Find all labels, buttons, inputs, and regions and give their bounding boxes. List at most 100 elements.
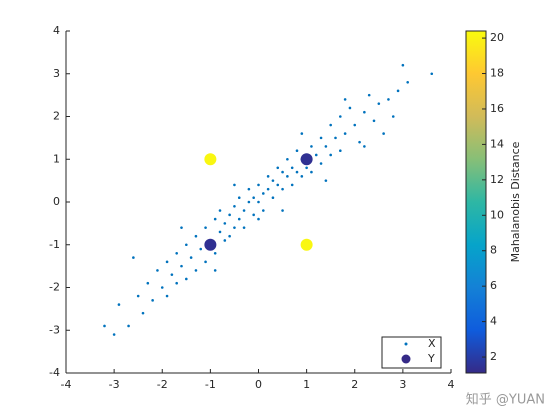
point [213, 252, 217, 255]
y-tick-label: 0 [53, 195, 60, 208]
point [175, 281, 178, 285]
point [242, 209, 246, 212]
point [281, 209, 284, 212]
point [339, 115, 342, 118]
point [103, 324, 106, 328]
point [271, 179, 275, 182]
point [180, 264, 183, 268]
point [223, 239, 227, 242]
point [310, 145, 313, 148]
point [324, 179, 328, 182]
point [237, 217, 241, 221]
colorbar-tick-label: 2 [490, 350, 497, 363]
point [353, 123, 357, 127]
x-tick-label: -4 [61, 378, 72, 391]
point [228, 234, 231, 238]
point [185, 243, 188, 247]
point [112, 333, 116, 336]
query-point [300, 153, 313, 166]
point [156, 269, 159, 272]
colorbar-tick-label: 14 [490, 137, 504, 150]
point [343, 98, 347, 101]
point [276, 166, 280, 170]
colorbar [465, 30, 487, 374]
y-tick-label: 2 [53, 110, 60, 123]
y-tick-label: -2 [49, 281, 60, 294]
point [387, 98, 390, 101]
point [295, 170, 299, 174]
point [204, 226, 207, 229]
point [233, 183, 236, 187]
point [233, 204, 236, 208]
point [372, 119, 376, 123]
point [396, 89, 400, 93]
colorbar-tick-label: 12 [490, 173, 504, 186]
point [189, 256, 193, 259]
colorbar-tick-label: 10 [490, 208, 504, 221]
point [406, 81, 409, 84]
point [300, 175, 304, 178]
point [290, 166, 294, 170]
legend-label: X [428, 337, 436, 350]
watermark: 知乎 @YUAN [466, 392, 545, 408]
x-tick-label: -1 [205, 378, 216, 391]
legend-label: Y [427, 352, 435, 365]
point [348, 106, 352, 110]
point [276, 183, 280, 187]
colorbar-tick-label: 8 [490, 244, 497, 257]
point [281, 187, 284, 191]
point [262, 192, 265, 195]
query-point [300, 238, 313, 251]
point [334, 136, 337, 140]
point [165, 260, 169, 264]
point [199, 247, 203, 251]
point [286, 157, 289, 161]
x-tick-label: 2 [351, 378, 358, 391]
point [363, 145, 366, 148]
point [247, 187, 251, 191]
point [194, 269, 198, 272]
colorbar-label: Mahalanobis Distance [509, 141, 522, 262]
point [295, 149, 299, 152]
point [300, 132, 304, 135]
x-tick-label: 0 [255, 378, 262, 391]
legend [381, 336, 442, 369]
point [194, 234, 198, 238]
legend-marker [404, 342, 408, 346]
point [223, 222, 227, 225]
point [305, 166, 308, 170]
x-tick-label: -2 [157, 378, 168, 391]
point [358, 140, 361, 144]
point [329, 153, 332, 157]
point [170, 273, 174, 276]
point [180, 226, 183, 229]
colorbar-tick-label: 16 [490, 102, 504, 115]
point [339, 149, 342, 152]
point [367, 93, 371, 97]
point [382, 132, 385, 135]
y-tick-label: -3 [49, 323, 60, 336]
point [257, 217, 260, 221]
point [165, 294, 169, 298]
point [218, 230, 222, 234]
point [242, 226, 246, 229]
point [257, 200, 260, 204]
point [329, 123, 332, 127]
point [252, 196, 255, 200]
x-tick-label: 3 [399, 378, 406, 391]
point [266, 175, 270, 178]
point [257, 183, 260, 187]
point [286, 175, 289, 178]
point [117, 303, 121, 306]
point [266, 187, 270, 191]
point [185, 277, 188, 281]
point [430, 72, 434, 76]
point [247, 200, 251, 204]
y-tick-label: -1 [49, 238, 60, 251]
point [391, 115, 395, 118]
point [271, 196, 275, 200]
point [324, 145, 328, 148]
point [319, 136, 323, 140]
point [319, 162, 323, 165]
point [213, 217, 217, 221]
